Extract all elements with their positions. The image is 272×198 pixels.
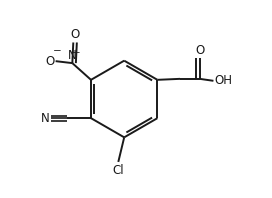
Text: OH: OH [214,74,232,87]
Text: O: O [70,28,80,41]
Text: O: O [45,55,54,68]
Text: Cl: Cl [113,164,124,177]
Text: O: O [195,44,204,57]
Text: +: + [72,48,81,58]
Text: N: N [41,112,50,125]
Text: −: − [52,46,61,56]
Text: N: N [68,49,77,62]
